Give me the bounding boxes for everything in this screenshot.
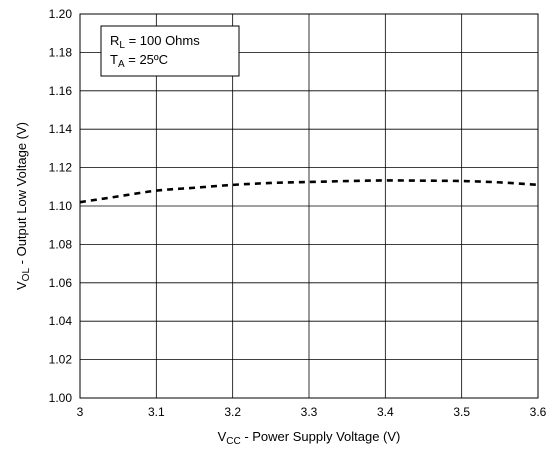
y-tick-label-7: 1.14 bbox=[49, 122, 73, 136]
y-tick-label-1: 1.02 bbox=[49, 353, 73, 367]
y-axis-title: VOL - Output Low Voltage (V) bbox=[14, 122, 32, 290]
x-axis-title-main: V bbox=[218, 429, 227, 444]
legend-ta-sub: A bbox=[118, 59, 125, 70]
plot-border bbox=[79, 13, 539, 399]
legend-line-ta: TA = 25ºC bbox=[110, 52, 168, 70]
y-tick-label-4: 1.08 bbox=[49, 237, 73, 251]
y-tick-label-6: 1.12 bbox=[49, 161, 73, 175]
y-axis-title-rest: - Output Low Voltage (V) bbox=[14, 122, 29, 268]
legend-line-rl: RL = 100 Ohms bbox=[110, 33, 200, 51]
legend-rl-rest: = 100 Ohms bbox=[125, 33, 200, 48]
legend-box: RL = 100 Ohms TA = 25ºC bbox=[100, 25, 240, 77]
x-tick-label-6: 3.6 bbox=[530, 405, 547, 419]
y-tick-label-5: 1.10 bbox=[49, 199, 73, 213]
y-tick-label-3: 1.06 bbox=[49, 276, 73, 290]
x-tick-label-3: 3.3 bbox=[301, 405, 318, 419]
x-tick-labels: 3 3.1 3.2 3.3 3.4 3.5 3.6 bbox=[77, 405, 547, 419]
x-tick-label-5: 3.5 bbox=[453, 405, 470, 419]
x-axis-title: VCC - Power Supply Voltage (V) bbox=[218, 429, 401, 447]
legend-rl-sub: L bbox=[119, 40, 125, 51]
y-tick-label-2: 1.04 bbox=[49, 314, 73, 328]
y-tick-label-0: 1.00 bbox=[49, 391, 73, 405]
y-axis-title-main: V bbox=[14, 281, 29, 290]
y-tick-label-10: 1.20 bbox=[49, 7, 73, 21]
y-tick-label-8: 1.16 bbox=[49, 84, 73, 98]
y-axis-title-sub: OL bbox=[21, 268, 32, 282]
legend-frame bbox=[100, 25, 240, 77]
x-axis-title-sub: CC bbox=[226, 436, 240, 447]
legend-ta-rest: = 25ºC bbox=[125, 52, 168, 67]
x-tick-label-0: 3 bbox=[77, 405, 84, 419]
x-tick-label-4: 3.4 bbox=[377, 405, 394, 419]
legend-ta-main: T bbox=[110, 52, 118, 67]
y-tick-label-9: 1.18 bbox=[49, 45, 73, 59]
x-tick-label-1: 3.1 bbox=[148, 405, 165, 419]
data-series bbox=[79, 179, 539, 204]
x-axis-title-rest: - Power Supply Voltage (V) bbox=[241, 429, 401, 444]
series-line-0 bbox=[79, 179, 539, 204]
legend-rl-main: R bbox=[110, 33, 119, 48]
x-tick-label-2: 3.2 bbox=[224, 405, 241, 419]
y-tick-labels: 1.00 1.02 1.04 1.06 1.08 1.10 1.12 1.14 1.16 1.18… bbox=[49, 7, 73, 405]
